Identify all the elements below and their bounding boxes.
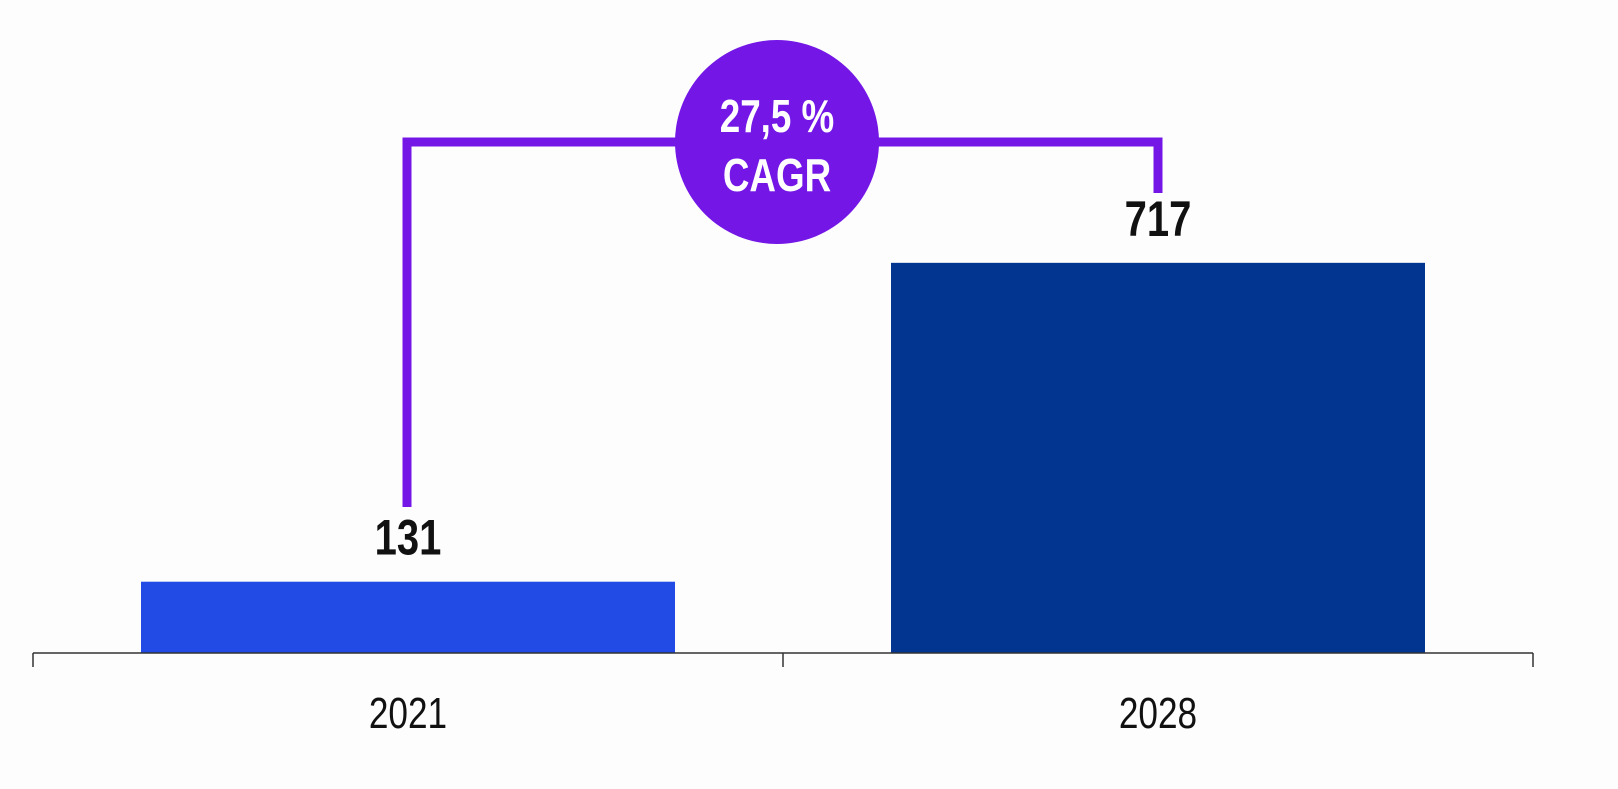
x-tick-label-2021: 2021 [369, 689, 447, 738]
bar-2028 [891, 262, 1425, 653]
cagr-value: 27,5 % [720, 90, 835, 142]
data-label-2028: 717 [1125, 191, 1192, 247]
bars [141, 262, 1425, 653]
bar-2021 [141, 581, 675, 653]
data-label-2021: 131 [375, 509, 442, 565]
cagr-badge [675, 40, 879, 244]
x-tick-label-2028: 2028 [1119, 689, 1197, 738]
cagr-label: CAGR [723, 149, 831, 201]
